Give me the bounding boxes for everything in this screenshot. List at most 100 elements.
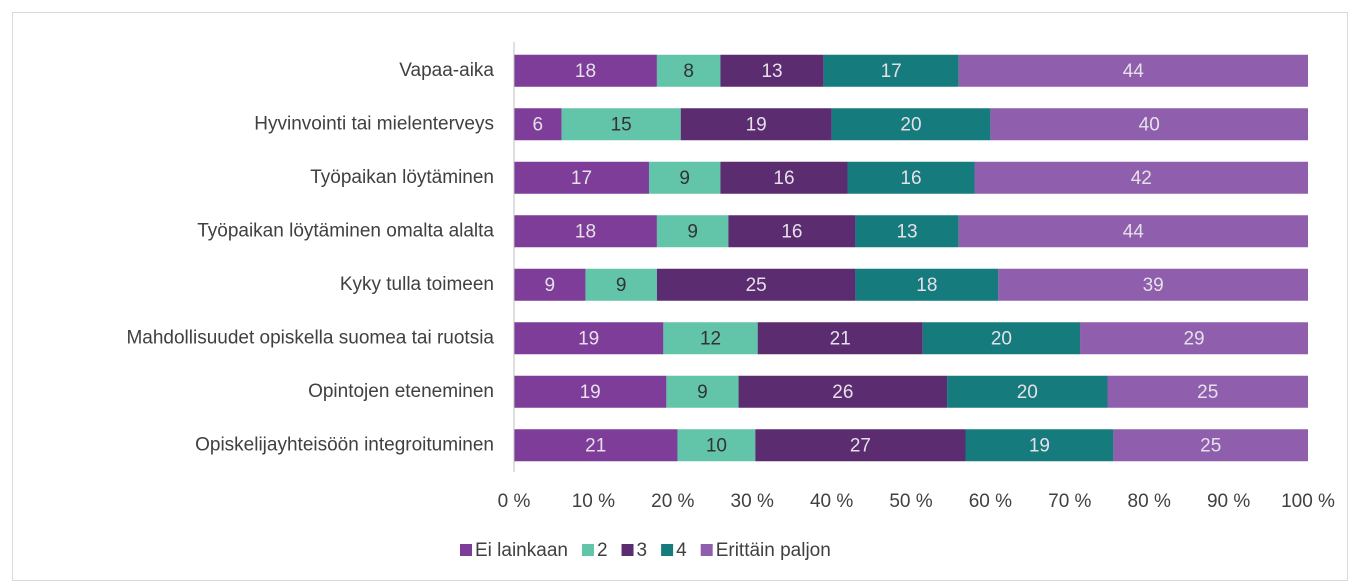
- value-label: 19: [578, 328, 599, 349]
- y-tick-label: Opintojen eteneminen: [308, 381, 494, 402]
- bar-segment: [965, 429, 1114, 462]
- bar-segment: [666, 375, 739, 408]
- value-label: 29: [1183, 328, 1204, 349]
- y-tick-label: Vapaa-aika: [399, 60, 494, 81]
- legend-label: Ei lainkaan: [475, 540, 568, 561]
- value-label: 18: [575, 221, 596, 242]
- value-label: 9: [697, 382, 708, 403]
- legend-swatch: [581, 544, 594, 556]
- bar-segment: [677, 429, 756, 462]
- bar-segment: [831, 108, 991, 141]
- bar-segment: [656, 268, 856, 301]
- bar-segment: [561, 108, 681, 141]
- value-label: 15: [611, 114, 632, 135]
- value-label: 25: [1200, 435, 1221, 456]
- bar-segment: [974, 161, 1308, 194]
- y-tick-label: Kyky tulla toimeen: [340, 274, 494, 295]
- x-tick-label: 50 %: [889, 491, 932, 512]
- bar-segment: [514, 429, 678, 462]
- bar-segment: [514, 375, 667, 408]
- value-label: 44: [1123, 61, 1145, 82]
- value-label: 17: [571, 168, 592, 189]
- bar-segment: [514, 268, 586, 301]
- value-label: 40: [1139, 114, 1160, 135]
- value-label: 6: [533, 114, 544, 135]
- bar-segment: [757, 322, 923, 355]
- bar-segment: [958, 54, 1308, 87]
- value-label: 8: [683, 61, 694, 82]
- value-label: 18: [575, 61, 596, 82]
- value-label: 13: [896, 221, 917, 242]
- bar-segment: [680, 108, 832, 141]
- value-label: 20: [1017, 382, 1038, 403]
- bar-segment: [990, 108, 1308, 141]
- value-label: 42: [1131, 168, 1152, 189]
- bar-segment: [514, 161, 649, 194]
- value-label: 20: [900, 114, 921, 135]
- value-label: 19: [746, 114, 767, 135]
- value-label: 26: [832, 382, 853, 403]
- value-label: 18: [916, 275, 937, 296]
- bar-segment: [648, 161, 721, 194]
- bar-segment: [663, 322, 758, 355]
- bar-segment: [855, 215, 959, 248]
- value-label: 9: [687, 221, 698, 242]
- bar-segment: [1113, 429, 1308, 462]
- bar-segment: [720, 54, 824, 87]
- value-label: 19: [580, 382, 601, 403]
- x-tick-label: 60 %: [969, 491, 1012, 512]
- bar-segment: [514, 54, 657, 87]
- x-tick-label: 70 %: [1048, 491, 1091, 512]
- bar-segment: [847, 161, 975, 194]
- value-label: 21: [585, 435, 606, 456]
- value-label: 16: [773, 168, 794, 189]
- value-label: 25: [746, 275, 767, 296]
- value-label: 19: [1029, 435, 1050, 456]
- bar-segment: [514, 322, 664, 355]
- value-label: 39: [1143, 275, 1164, 296]
- value-label: 9: [616, 275, 627, 296]
- y-tick-label: Opiskelijayhteisöön integroituminen: [195, 434, 494, 455]
- y-tick-label: Mahdollisuudet opiskella suomea tai ruot…: [126, 327, 494, 348]
- bar-segment: [656, 215, 729, 248]
- value-label: 44: [1123, 221, 1145, 242]
- bar-segment: [855, 268, 999, 301]
- bar-segment: [720, 161, 848, 194]
- value-label: 13: [761, 61, 782, 82]
- value-label: 20: [991, 328, 1012, 349]
- x-tick-label: 100 %: [1281, 491, 1335, 512]
- bar-segment: [585, 268, 657, 301]
- x-tick-label: 0 %: [498, 491, 531, 512]
- legend-label: 3: [637, 540, 648, 561]
- bar-segment: [1107, 375, 1308, 408]
- x-tick-label: 30 %: [731, 491, 774, 512]
- value-label: 9: [544, 275, 555, 296]
- value-label: 9: [679, 168, 690, 189]
- bar-segment: [728, 215, 856, 248]
- value-label: 10: [706, 435, 727, 456]
- bar-segment: [998, 268, 1308, 301]
- legend-swatch: [700, 544, 713, 556]
- bar-segment: [1080, 322, 1308, 355]
- x-tick-label: 80 %: [1128, 491, 1171, 512]
- bar-segment: [738, 375, 948, 408]
- legend-label: 2: [597, 540, 608, 561]
- bar-segment: [958, 215, 1308, 248]
- bar-segment: [514, 108, 562, 141]
- y-tick-label: Hyvinvointi tai mielenterveys: [254, 113, 494, 134]
- y-tick-label: Työpaikan löytäminen: [310, 167, 494, 188]
- bar-segment: [656, 54, 721, 87]
- bar-segment: [823, 54, 959, 87]
- x-tick-label: 20 %: [651, 491, 694, 512]
- value-label: 12: [700, 328, 721, 349]
- x-tick-label: 90 %: [1207, 491, 1250, 512]
- bar-segment: [922, 322, 1081, 355]
- legend-swatch: [460, 544, 472, 556]
- legend-label: 4: [676, 540, 687, 561]
- value-label: 25: [1197, 382, 1218, 403]
- bar-segment: [755, 429, 966, 462]
- legend-swatch: [661, 544, 674, 556]
- legend-swatch: [621, 544, 634, 556]
- value-label: 21: [830, 328, 851, 349]
